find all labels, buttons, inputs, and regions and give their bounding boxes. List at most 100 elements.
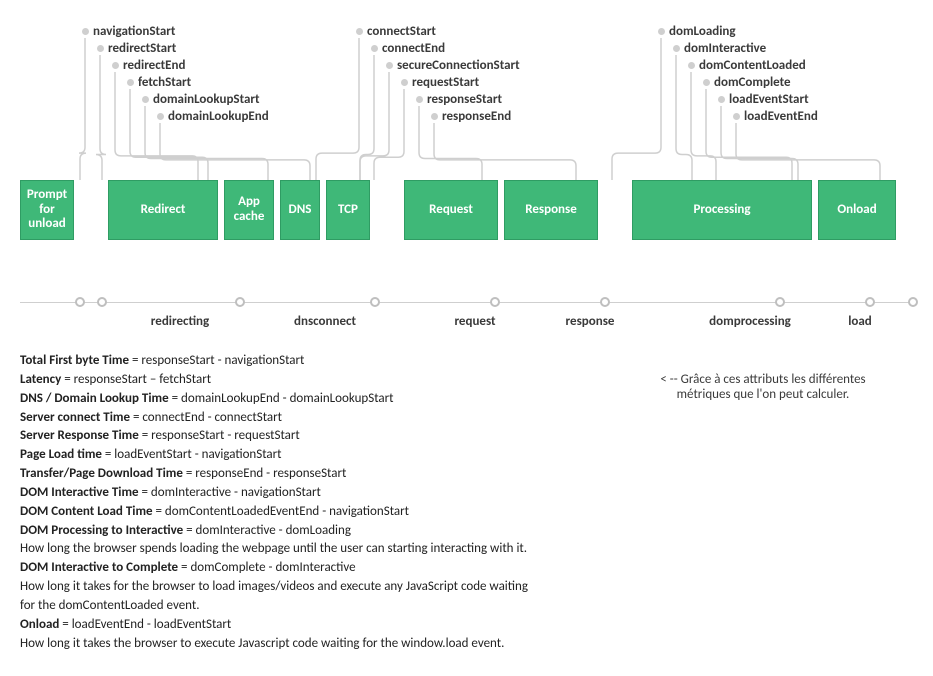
callout-label: secureConnectionStart bbox=[386, 58, 520, 73]
metric-line: Server connect Time = connectEnd - conne… bbox=[20, 409, 913, 428]
metric-formula: How long the browser spends loading the … bbox=[20, 541, 527, 556]
timeline-label: request bbox=[425, 314, 525, 329]
callout-label: domLoading bbox=[658, 24, 736, 39]
timeline: redirecting dnsconnect request response domp… bbox=[20, 290, 913, 340]
callout-label: requestStart bbox=[401, 75, 479, 90]
metric-name: DOM Interactive to Complete bbox=[20, 560, 178, 575]
metric-formula: = domainLookupEnd - domainLookupStart bbox=[169, 391, 394, 406]
block-gap bbox=[376, 180, 398, 240]
block-gap bbox=[604, 180, 626, 240]
metric-name: Page Load time bbox=[20, 447, 102, 462]
metric-line: How long it takes for the browser to loa… bbox=[20, 578, 913, 597]
metric-line: Onload = loadEventEnd - loadEventStart bbox=[20, 616, 913, 635]
metric-formula: = responseStart - navigationStart bbox=[129, 353, 304, 368]
callout-label: loadEventEnd bbox=[733, 109, 818, 124]
callout-dot-icon bbox=[688, 62, 695, 69]
callout-dot-icon bbox=[97, 45, 104, 52]
metric-line: DOM Processing to Interactive = domInter… bbox=[20, 522, 913, 541]
metric-formula: How long it takes for the browser to loa… bbox=[20, 579, 528, 594]
callout-label: redirectEnd bbox=[112, 58, 185, 73]
metric-formula: = loadEventStart - navigationStart bbox=[102, 447, 282, 462]
metric-formula: for the domContentLoaded event. bbox=[20, 598, 200, 613]
block-gap bbox=[80, 180, 102, 240]
timeline-label: load bbox=[820, 314, 900, 329]
timeline-dot bbox=[370, 297, 380, 307]
phase-block: Prompt for unload bbox=[20, 180, 74, 240]
metric-name: Transfer/Page Download Time bbox=[20, 466, 183, 481]
metric-formula: = responseStart - requestStart bbox=[139, 428, 300, 443]
timeline-dot bbox=[97, 297, 107, 307]
callout-dot-icon bbox=[157, 113, 164, 120]
timeline-label: domprocessing bbox=[680, 314, 820, 329]
phase-block: Response bbox=[504, 180, 598, 240]
timeline-dot bbox=[775, 297, 785, 307]
callout-dot-icon bbox=[82, 28, 89, 35]
navigation-timing-diagram: navigationStartredirectStartredirectEndf… bbox=[20, 10, 913, 280]
metric-line: for the domContentLoaded event. bbox=[20, 597, 913, 616]
metric-formula: = domContentLoadedEventEnd - navigationS… bbox=[153, 504, 409, 519]
callout-dot-icon bbox=[416, 96, 423, 103]
callout-dot-icon bbox=[386, 62, 393, 69]
callout-label: fetchStart bbox=[127, 75, 191, 90]
callout-dot-icon bbox=[673, 45, 680, 52]
metric-name: DNS / Domain Lookup Time bbox=[20, 391, 169, 406]
metric-line: Total First byte Time = responseStart - … bbox=[20, 352, 913, 371]
side-note: < -- Grâce à ces attributs les différent… bbox=[653, 372, 873, 402]
timeline-label: response bbox=[540, 314, 640, 329]
metric-name: Total First byte Time bbox=[20, 353, 129, 368]
callout-dot-icon bbox=[127, 79, 134, 86]
metric-name: Onload bbox=[20, 617, 59, 632]
callout-label: domContentLoaded bbox=[688, 58, 806, 73]
callout-dot-icon bbox=[371, 45, 378, 52]
callout-dot-icon bbox=[703, 79, 710, 86]
metric-name: DOM Processing to Interactive bbox=[20, 523, 183, 538]
callout-dot-icon bbox=[401, 79, 408, 86]
timeline-dot bbox=[490, 297, 500, 307]
phase-block: Onload bbox=[818, 180, 896, 240]
timeline-dot bbox=[75, 297, 85, 307]
metric-formula: = responseEnd - responseStart bbox=[183, 466, 346, 481]
callout-dot-icon bbox=[733, 113, 740, 120]
callout-label: loadEventStart bbox=[718, 92, 809, 107]
timeline-dot bbox=[865, 297, 875, 307]
callout-dot-icon bbox=[112, 62, 119, 69]
callout-label: domInteractive bbox=[673, 41, 766, 56]
callout-dot-icon bbox=[658, 28, 665, 35]
phase-block: DNS bbox=[280, 180, 320, 240]
metric-line: How long the browser spends loading the … bbox=[20, 540, 913, 559]
phase-block: App cache bbox=[224, 180, 274, 240]
metric-line: DOM Interactive to Complete = domComplet… bbox=[20, 559, 913, 578]
callout-label: responseEnd bbox=[431, 109, 511, 124]
callout-label: connectEnd bbox=[371, 41, 445, 56]
metric-formula: = loadEventEnd - loadEventStart bbox=[59, 617, 231, 632]
metric-formula: = domComplete - domInteractive bbox=[178, 560, 356, 575]
metric-name: Latency bbox=[20, 372, 61, 387]
phase-block: TCP bbox=[326, 180, 370, 240]
metric-name: DOM Content Load Time bbox=[20, 504, 153, 519]
timeline-dot bbox=[600, 297, 610, 307]
metric-line: Page Load time = loadEventStart - naviga… bbox=[20, 446, 913, 465]
metric-formula: How long it takes the browser to execute… bbox=[20, 636, 504, 651]
metric-line: DOM Content Load Time = domContentLoaded… bbox=[20, 503, 913, 522]
phase-block: Request bbox=[404, 180, 498, 240]
callout-dot-icon bbox=[142, 96, 149, 103]
block-row: Prompt for unload RedirectApp cacheDNSTCP… bbox=[20, 180, 913, 240]
metric-formula: = connectEnd - connectStart bbox=[130, 410, 282, 425]
callout-label: domainLookupEnd bbox=[157, 109, 269, 124]
callout-dot-icon bbox=[431, 113, 438, 120]
timeline-dot bbox=[235, 297, 245, 307]
timeline-label: redirecting bbox=[120, 314, 240, 329]
timeline-label: dnsconnect bbox=[265, 314, 385, 329]
callout-label: connectStart bbox=[356, 24, 436, 39]
metric-name: Server connect Time bbox=[20, 410, 130, 425]
callout-label: domainLookupStart bbox=[142, 92, 260, 107]
metric-formula: = domInteractive - domLoading bbox=[183, 523, 351, 538]
callout-label: navigationStart bbox=[82, 24, 175, 39]
callout-label: domComplete bbox=[703, 75, 791, 90]
metric-formula: = responseStart – fetchStart bbox=[61, 372, 211, 387]
metric-line: Transfer/Page Download Time = responseEn… bbox=[20, 465, 913, 484]
callout-dot-icon bbox=[718, 96, 725, 103]
metrics-list: < -- Grâce à ces attributs les différent… bbox=[20, 352, 913, 654]
metric-line: Server Response Time = responseStart - r… bbox=[20, 427, 913, 446]
phase-block: Redirect bbox=[108, 180, 218, 240]
